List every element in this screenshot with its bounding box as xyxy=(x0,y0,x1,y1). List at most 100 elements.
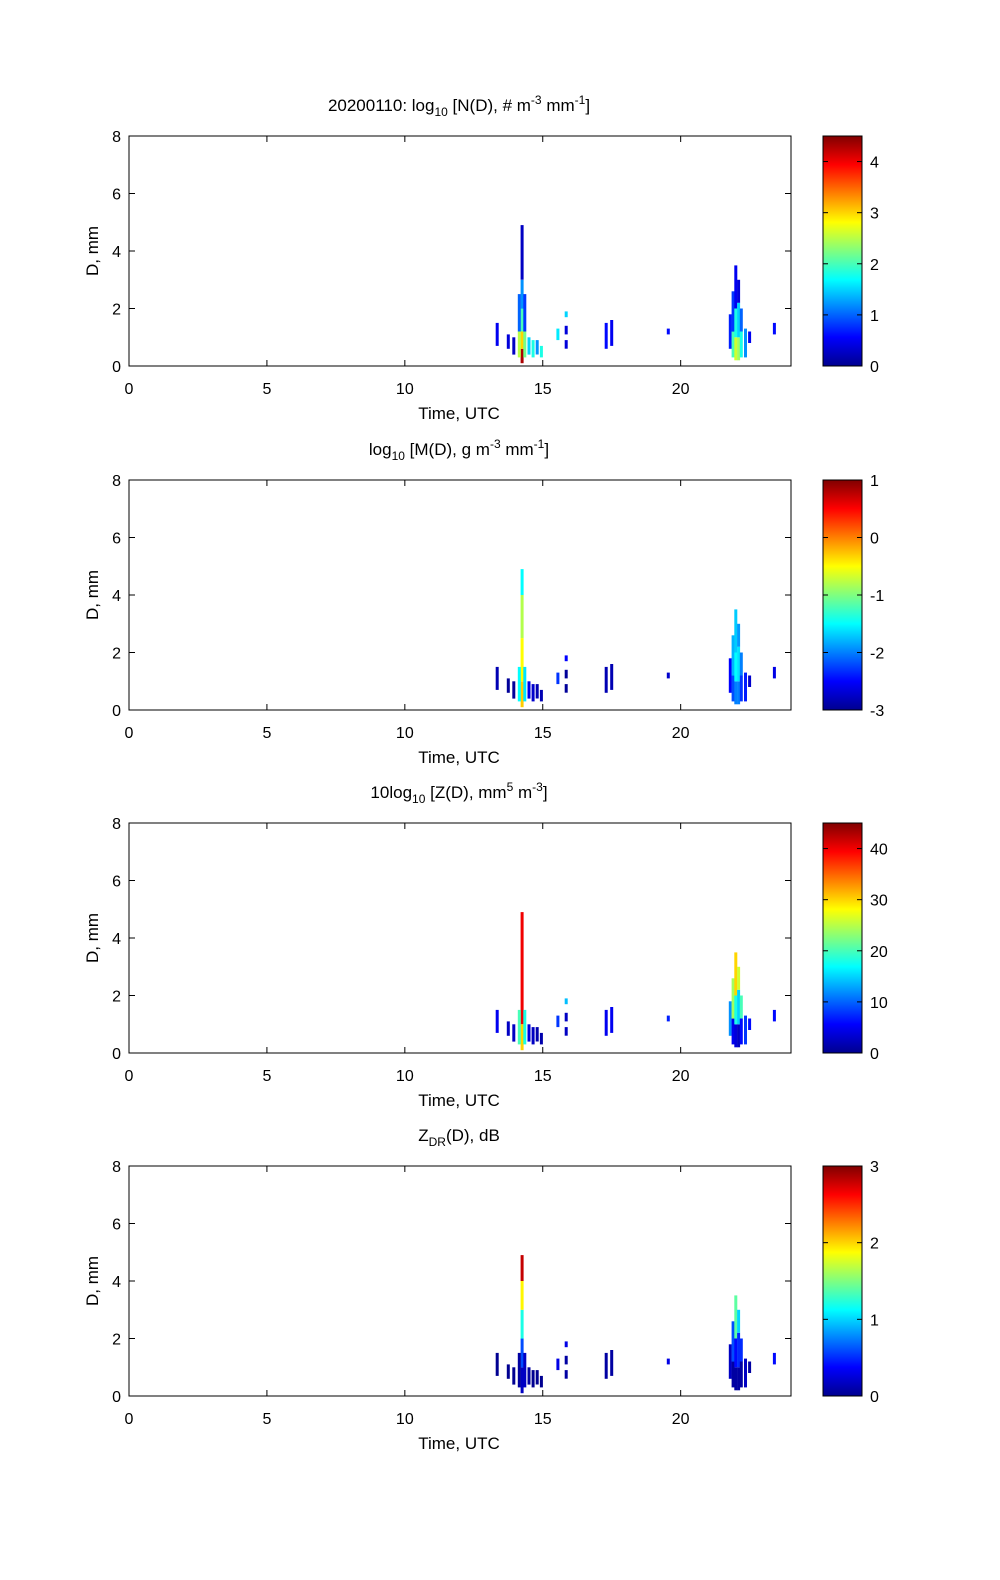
heatmap-cell xyxy=(520,1367,524,1394)
heatmap-cell xyxy=(564,1027,568,1036)
heatmap-cell xyxy=(731,1018,735,1045)
heatmap-cell xyxy=(564,1370,568,1379)
heatmap-cell xyxy=(564,311,568,318)
heatmap-cell xyxy=(531,1027,535,1045)
heatmap-cell xyxy=(520,1338,524,1368)
heatmap-cell xyxy=(535,684,539,699)
heatmap-cell xyxy=(734,265,738,309)
colorbar-tick-label: 2 xyxy=(870,1236,879,1253)
heatmap-cell xyxy=(737,1309,741,1333)
heatmap-cell xyxy=(610,1007,614,1033)
x-axis-ticks: 0 5 10 15 20 xyxy=(125,480,690,742)
x-tick-label: 10 xyxy=(396,381,414,398)
colorbar-tick-label: -2 xyxy=(870,646,884,663)
heatmap-cell xyxy=(610,664,614,690)
panel-n-d: 20200110: log10 [N(D), # m-3 mm-1] 0 5 10 1… xyxy=(83,93,879,423)
heatmap-cell xyxy=(731,291,735,332)
heatmap-cell xyxy=(556,328,560,341)
heatmap-cell xyxy=(666,1358,670,1365)
y-tick-label: 0 xyxy=(112,703,121,720)
colorbar-tick-label: 40 xyxy=(870,842,888,859)
heatmap-cell xyxy=(737,681,741,705)
heatmap-cell xyxy=(731,635,735,676)
y-tick-label: 4 xyxy=(112,931,121,948)
colorbar-tick-label: 10 xyxy=(870,995,888,1012)
x-axis-label: Time, UTC xyxy=(418,1434,500,1453)
heatmap-cell xyxy=(520,348,524,364)
heatmap-cell xyxy=(535,340,539,355)
heatmap-cell xyxy=(728,314,732,349)
heatmap-cell xyxy=(737,646,741,682)
x-axis-ticks: 0 5 10 15 20 xyxy=(125,1166,690,1428)
y-axis-label: D, mm xyxy=(83,570,102,620)
y-axis-ticks: 0 2 4 6 8 xyxy=(112,473,791,720)
heatmap-cell xyxy=(564,1341,568,1348)
heatmap-cell xyxy=(520,1309,524,1339)
colorbar-tick-label: 0 xyxy=(870,1389,879,1406)
heatmap-cell xyxy=(731,978,735,1019)
x-tick-label: 20 xyxy=(672,1068,690,1085)
x-axis-label: Time, UTC xyxy=(418,748,500,767)
y-tick-label: 0 xyxy=(112,359,121,376)
plot-area-frame xyxy=(128,1165,792,1397)
x-tick-label: 0 xyxy=(125,725,134,742)
heatmap-cell xyxy=(737,1024,741,1048)
heatmap-cell xyxy=(531,684,535,702)
colorbar xyxy=(822,135,863,367)
heatmap-cell xyxy=(531,1370,535,1388)
x-tick-label: 20 xyxy=(672,725,690,742)
heatmap-cell xyxy=(556,672,560,685)
y-tick-label: 2 xyxy=(112,646,121,663)
heatmap-cell xyxy=(520,225,524,280)
heatmap-cell xyxy=(506,678,510,693)
y-tick-label: 8 xyxy=(112,1159,121,1176)
heatmap-cell xyxy=(556,1358,560,1371)
heatmap-cell xyxy=(527,681,531,699)
heatmap-cell xyxy=(604,1352,608,1379)
x-tick-label: 15 xyxy=(534,725,552,742)
heatmap-cell xyxy=(744,1358,747,1388)
y-tick-label: 2 xyxy=(112,989,121,1006)
heatmap-cell xyxy=(512,1367,516,1385)
y-tick-label: 2 xyxy=(112,1332,121,1349)
y-tick-label: 8 xyxy=(112,816,121,833)
heatmap-cell xyxy=(523,331,527,358)
panel-title: log10 [M(D), g m-3 mm-1] xyxy=(369,437,549,463)
colorbar xyxy=(822,479,863,711)
heatmap-cells xyxy=(495,912,776,1051)
x-tick-label: 10 xyxy=(396,1068,414,1085)
colorbar-tick-label: 3 xyxy=(870,1159,879,1176)
heatmap-cell xyxy=(495,666,499,690)
heatmap-cell xyxy=(517,1352,521,1388)
heatmap-cell xyxy=(731,331,735,358)
y-tick-label: 8 xyxy=(112,129,121,146)
heatmap-cell xyxy=(734,952,738,996)
y-tick-label: 2 xyxy=(112,302,121,319)
colorbar xyxy=(822,822,863,1054)
colorbar-ticks: -3 -2 -1 0 1 xyxy=(823,473,884,720)
x-tick-label: 15 xyxy=(534,1411,552,1428)
heatmap-cell xyxy=(520,308,524,332)
x-tick-label: 10 xyxy=(396,1411,414,1428)
heatmap-cell xyxy=(737,337,741,361)
heatmap-cell xyxy=(610,320,614,346)
heatmap-cell xyxy=(604,666,608,693)
heatmap-cell xyxy=(520,912,524,1025)
heatmap-cell xyxy=(666,672,670,679)
x-tick-label: 0 xyxy=(125,1411,134,1428)
heatmap-cell xyxy=(748,675,752,687)
heatmap-cell xyxy=(523,1009,527,1045)
heatmap-cell xyxy=(539,1032,543,1045)
heatmap-cell xyxy=(539,345,543,358)
colorbar-tick-label: -3 xyxy=(870,703,884,720)
heatmap-cell xyxy=(506,334,510,349)
heatmap-cell xyxy=(535,1027,539,1042)
colorbar xyxy=(822,1165,863,1397)
heatmap-cell xyxy=(737,989,741,1025)
heatmap-cell xyxy=(728,1344,732,1379)
y-axis-ticks: 0 2 4 6 8 xyxy=(112,1159,791,1406)
y-axis-ticks: 0 2 4 6 8 xyxy=(112,816,791,1063)
plot-area-frame xyxy=(128,479,792,711)
colorbar-ticks: 0 1 2 3 xyxy=(823,1159,879,1406)
heatmap-cell xyxy=(734,652,738,682)
